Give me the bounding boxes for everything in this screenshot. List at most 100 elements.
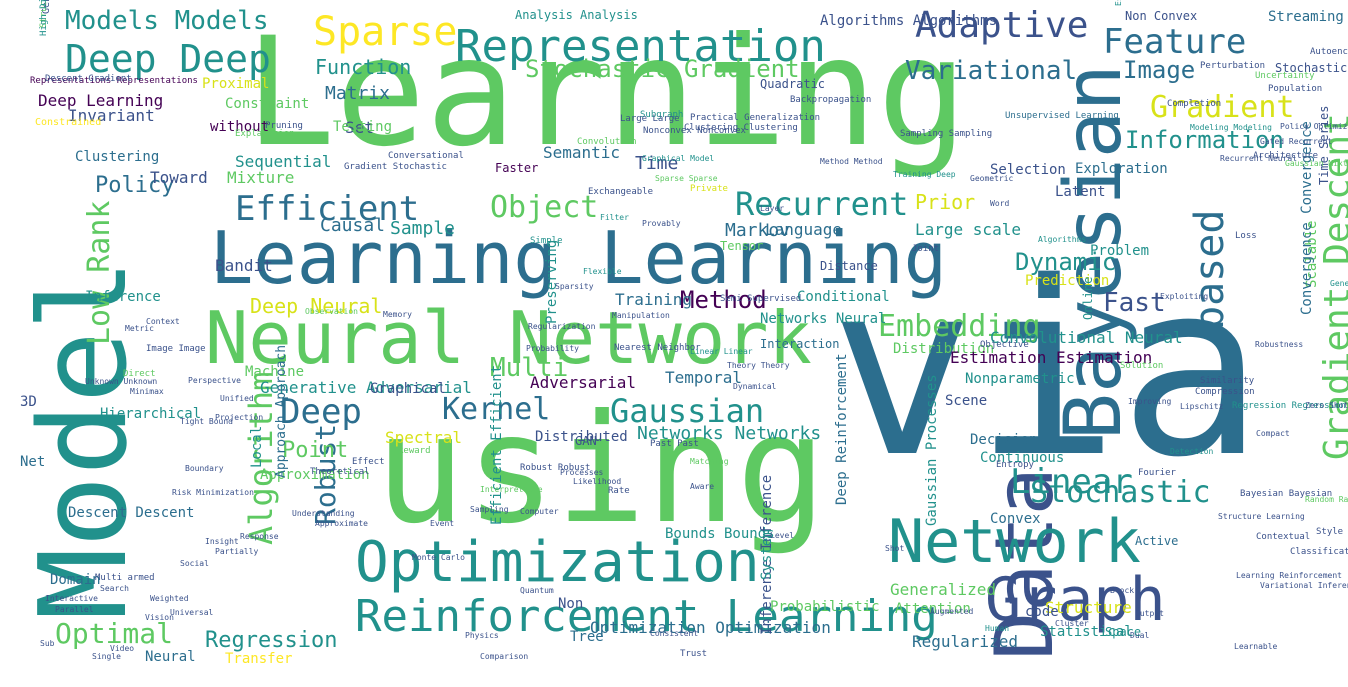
- word-convolution: Convolution: [577, 137, 637, 147]
- word-exploration: Exploration: [1075, 161, 1168, 177]
- word-inference: Inference: [85, 289, 161, 305]
- word-time: Time: [635, 153, 679, 174]
- word-monte-carlo: Monte Carlo: [412, 553, 465, 562]
- word-lipschitz: Lipschitz: [1180, 402, 1224, 411]
- word-video: Video: [110, 644, 135, 653]
- word-sequential: Sequential: [235, 152, 332, 171]
- word-online: Online: [1081, 276, 1095, 320]
- word-based: based: [1187, 209, 1233, 330]
- word-sampling: Sampling: [470, 505, 509, 514]
- word-non: Non: [558, 596, 584, 612]
- word-nonconvex-nonconvex: Nonconvex Nonconvex: [643, 126, 746, 136]
- word-level: Level: [770, 531, 795, 540]
- word-object: Object: [490, 190, 599, 225]
- word-shot: Shot: [885, 544, 905, 553]
- word-net: Net: [20, 454, 46, 470]
- word-representation: Representation: [455, 21, 826, 72]
- word-analysis-analysis: Analysis Analysis: [515, 8, 638, 22]
- word-toward: Toward: [150, 168, 208, 187]
- word-interaction: Interaction: [760, 337, 840, 351]
- word-sparse: Sparse: [313, 9, 458, 55]
- word-deep-deep: Deep Deep: [65, 37, 271, 81]
- word-reinforcement-learning: Reinforcement Learning: [355, 591, 938, 642]
- word-set: Set: [345, 118, 374, 137]
- word-consistent: Consistent: [650, 629, 699, 638]
- word-aware: Aware: [690, 482, 715, 491]
- word-insight: Insight: [205, 537, 239, 546]
- word-image: Image: [1123, 56, 1196, 84]
- word-method: Method: [680, 286, 767, 314]
- word-transfer: Transfer: [225, 651, 293, 667]
- word-learning-reinforcement: Learning Reinforcement: [1236, 571, 1342, 580]
- word-decision: Decision: [970, 432, 1038, 448]
- word-regularized: Regularized: [912, 632, 1018, 651]
- word-large-scale: Large scale: [915, 220, 1021, 239]
- word-learnable: Learnable: [1234, 642, 1278, 651]
- word-theoretical: Theoretical: [310, 467, 370, 477]
- word-graphical: Graphical: [370, 381, 446, 397]
- word-mixture: Mixture: [227, 168, 295, 187]
- word-via: via: [830, 230, 1264, 510]
- word-word: Word: [990, 199, 1010, 208]
- word-algorithms: Algorithms: [1038, 235, 1087, 244]
- word-adversarial: Adversarial: [530, 373, 636, 392]
- word-solution: Solution: [1120, 361, 1164, 371]
- word-learning: Learning: [245, 6, 968, 180]
- word-networks-neural: Networks Neural: [760, 311, 887, 327]
- word-distribution: Distribution: [893, 341, 995, 357]
- word-efficient-efficient: Efficient Efficient: [489, 364, 505, 525]
- word-feature: Feature: [1103, 22, 1247, 62]
- word-continuous: Continuous: [980, 450, 1065, 466]
- word-memory: Memory: [383, 310, 412, 319]
- word-unified: Unified: [220, 394, 254, 403]
- word-prediction: Prediction: [1025, 273, 1110, 289]
- word-selection: Selection: [990, 162, 1066, 178]
- word-clustering: Clustering: [75, 149, 160, 165]
- word-local: Local: [249, 425, 265, 468]
- word-statistical: Statistical: [1040, 624, 1133, 640]
- word-space: Space: [1105, 625, 1142, 639]
- word-streaming: Streaming: [1268, 9, 1344, 25]
- word-causal: Causal: [320, 215, 386, 236]
- word-regression-regression: Regression Regression: [1232, 401, 1346, 411]
- word-function: Function: [315, 55, 412, 79]
- word-subgraph: Subgraph: [640, 110, 684, 120]
- word-manipulation: Manipulation: [612, 311, 670, 320]
- word-partially: Partially: [215, 547, 259, 556]
- word-classification-classification: Classification Classification: [1290, 547, 1348, 557]
- word-gradient-stochastic: Gradient Stochastic: [344, 162, 447, 172]
- word-image-image: Image Image: [146, 344, 206, 354]
- word-effect: Effect: [352, 457, 385, 467]
- word-conditional: Conditional: [797, 289, 890, 305]
- word-low-rank: Low Rank: [82, 200, 117, 346]
- word-distributed: Distributed: [535, 429, 628, 445]
- word-descent-gradient: Descent Gradient: [45, 74, 132, 84]
- word-unsupervised-learning: Unsupervised Learning: [1005, 111, 1119, 121]
- word-multi-armed: Multi armed: [95, 573, 155, 583]
- word-entropy: Entropy: [996, 460, 1034, 470]
- word-risk-minimization: Risk Minimization: [172, 488, 254, 497]
- word-attention: Attention: [895, 601, 971, 617]
- word-testing: Testing: [333, 119, 393, 135]
- word-bayesian-bayesian: Bayesian Bayesian: [1240, 489, 1333, 499]
- word-invariant: Invariant: [68, 106, 155, 125]
- word-cluster: Cluster: [1055, 619, 1089, 628]
- word-structure-learning: Structure Learning: [1218, 512, 1305, 521]
- word-adaptive: Adaptive: [915, 5, 1089, 46]
- word-stochastic: Stochastic: [1030, 475, 1211, 510]
- word-domain: Domain: [50, 572, 101, 588]
- word-context: Context: [146, 317, 180, 326]
- word-tight-bound: Tight Bound: [180, 417, 233, 426]
- word-faster: Faster: [495, 161, 539, 175]
- word-stochastic-stochastic: Stochastic Stochastic: [1275, 61, 1348, 75]
- word-neural-network: Neural Network: [205, 296, 812, 380]
- word-efficient: Efficient: [235, 189, 420, 229]
- word-latent: Latent: [1055, 184, 1106, 200]
- word-generalized: Generalized: [890, 580, 996, 599]
- word-machine: Machine: [245, 364, 305, 380]
- word-descent-descent: Descent Descent: [68, 505, 195, 521]
- word-practical-generalization: Practical Generalization: [690, 113, 821, 123]
- word-random-random: Random Random: [1305, 495, 1348, 504]
- word-contextual: Contextual: [1256, 532, 1311, 542]
- word-gan: GAN: [575, 434, 597, 448]
